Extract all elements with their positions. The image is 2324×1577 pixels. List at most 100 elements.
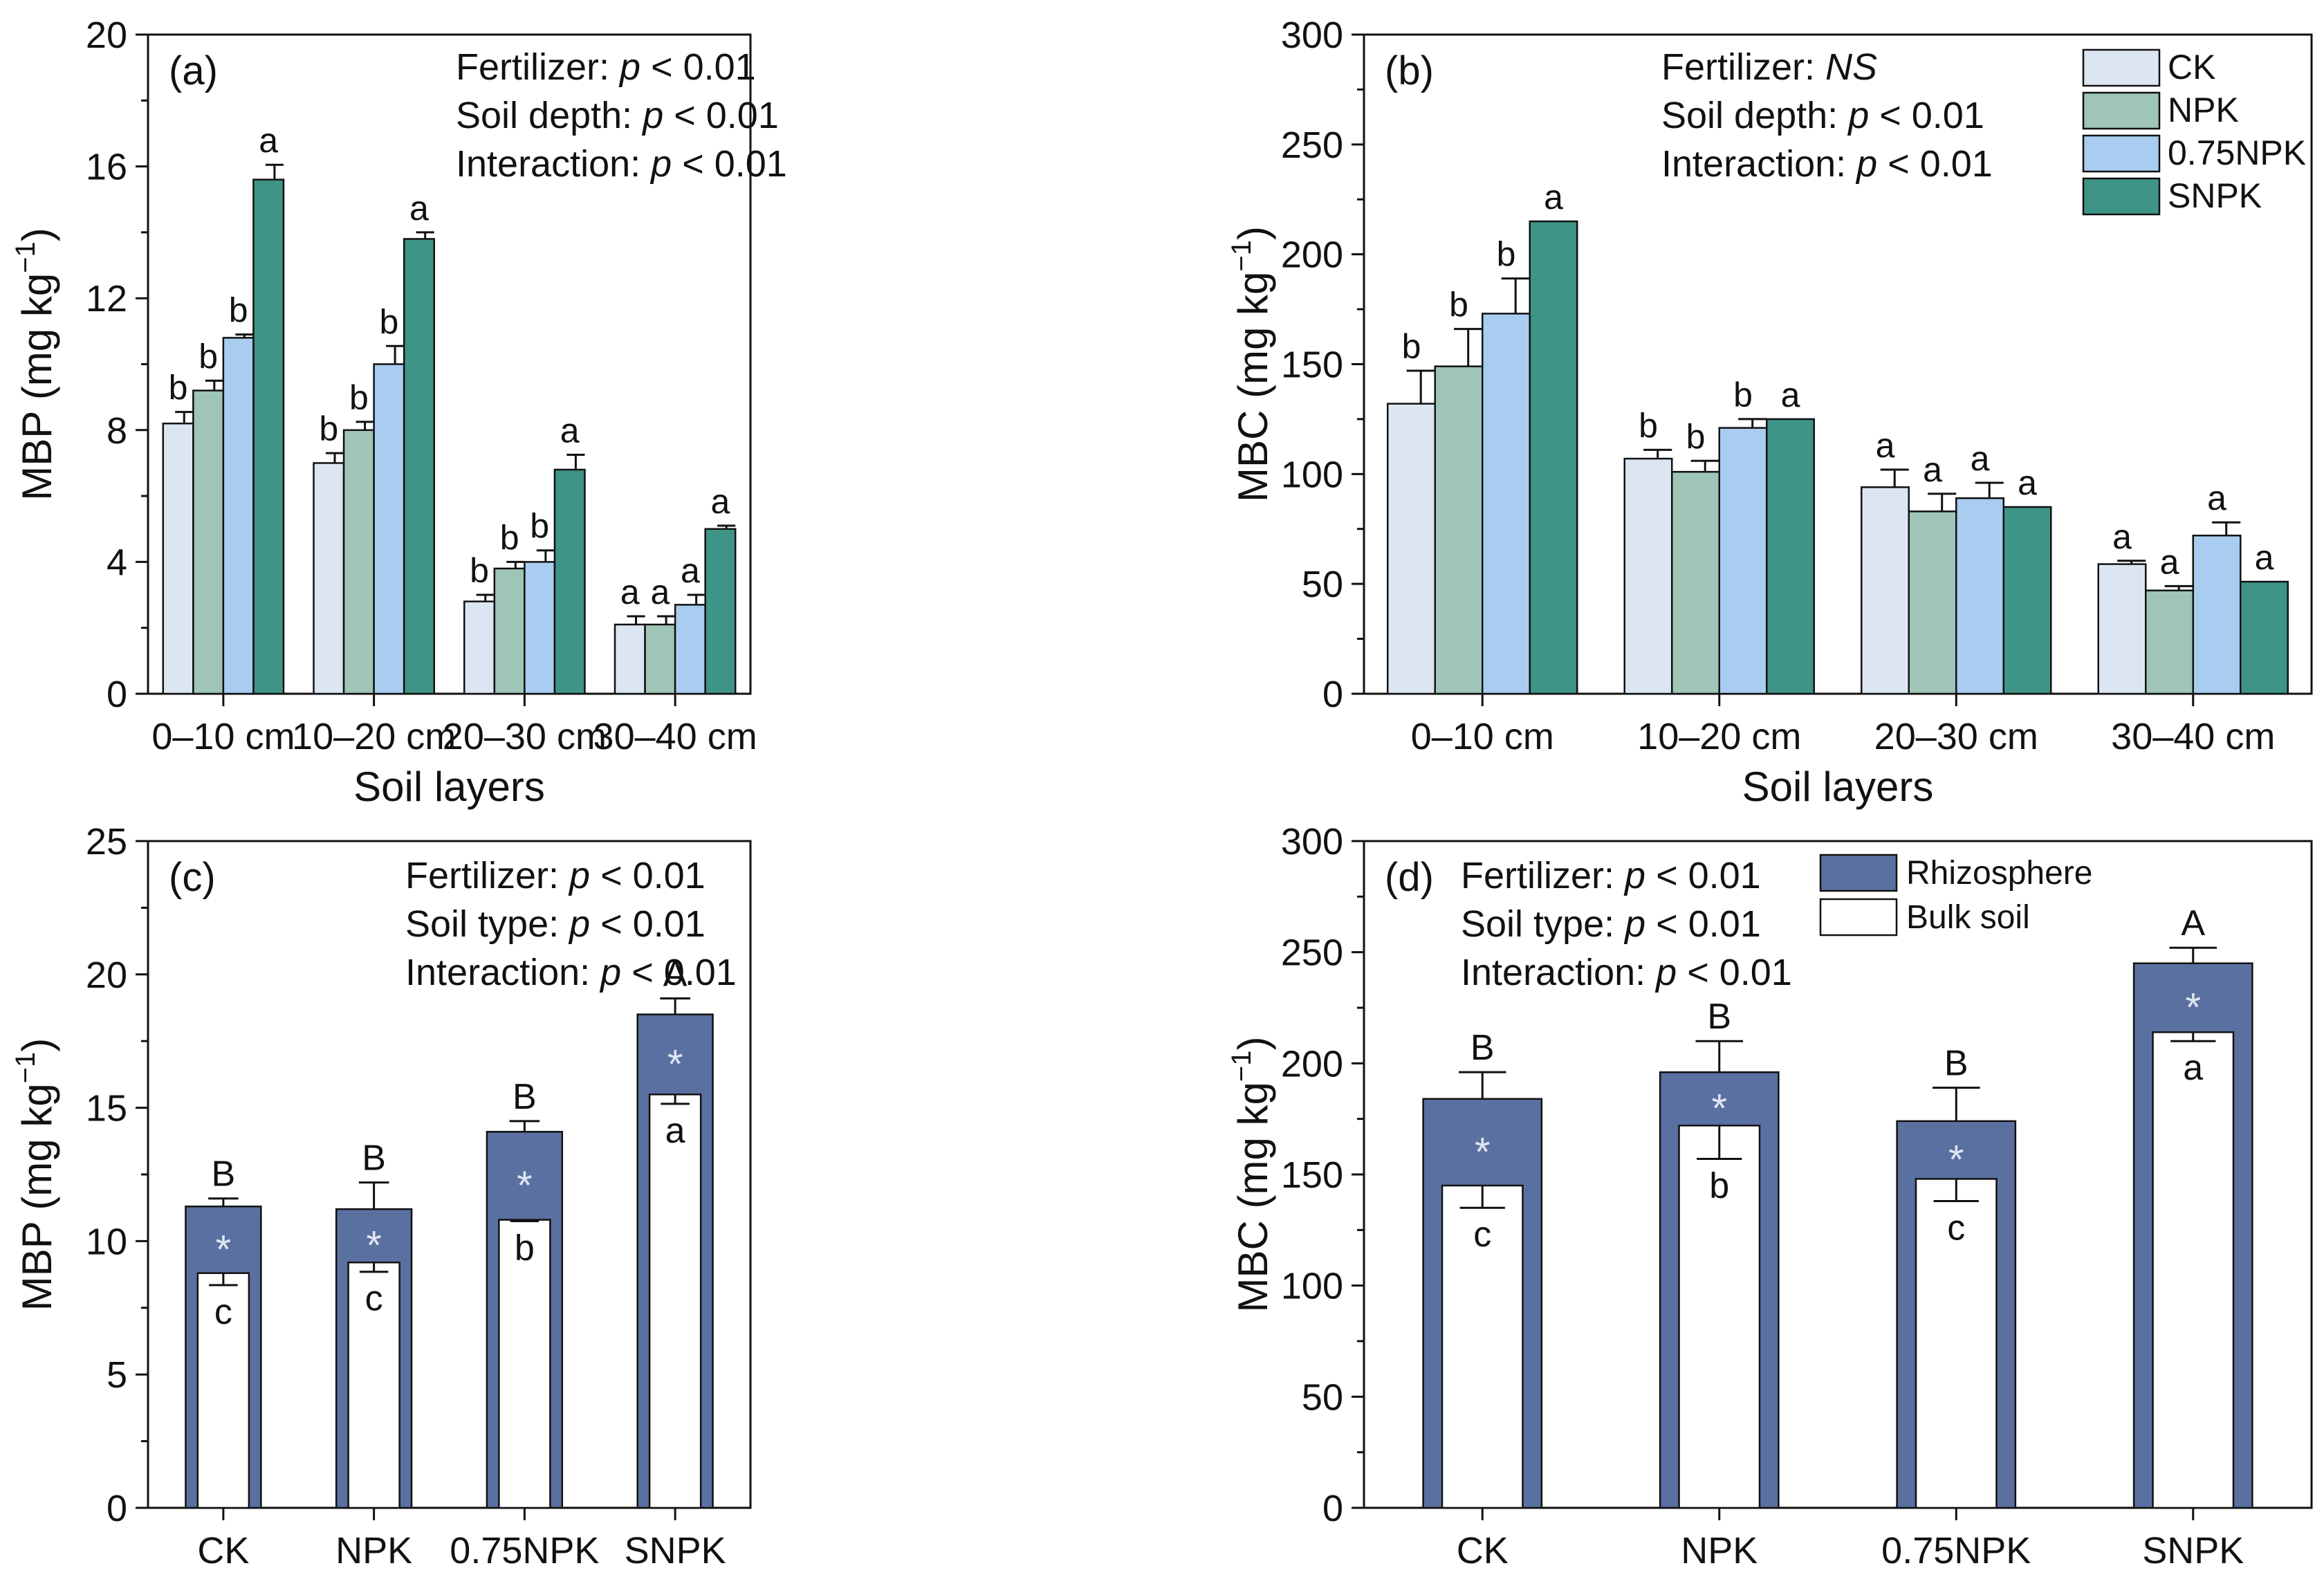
significance-letter-rhizosphere: B (212, 1154, 236, 1195)
y-axis-label-sup: −1 (1226, 1051, 1257, 1082)
y-tick-label: 50 (1302, 1376, 1343, 1418)
stat-line: Fertilizer: p < 0.01 (1461, 855, 1761, 896)
x-tick-label: 0–10 cm (1411, 716, 1554, 757)
bar-SNPK-0 (1529, 220, 1578, 695)
significance-letter: b (319, 409, 338, 448)
bar-0.75NPK-3 (674, 604, 706, 695)
panel-label: (a) (169, 48, 218, 93)
significance-asterisk: * (1948, 1138, 1964, 1183)
y-tick-label: 250 (1281, 932, 1343, 974)
bar-CK-2 (1861, 486, 1910, 695)
stat-label: Fertilizer: (1661, 46, 1825, 88)
stat-value: < 0.01 (640, 46, 756, 88)
stat-label: Fertilizer: (456, 46, 620, 88)
stat-line: Soil depth: p < 0.01 (456, 95, 779, 136)
bar-bulk-3 (648, 1094, 702, 1509)
panel-label: (d) (1385, 855, 1434, 900)
stat-p: p (618, 46, 640, 88)
bar-CK-1 (313, 462, 345, 695)
bar-SNPK-1 (403, 238, 435, 695)
bar-SNPK-2 (553, 468, 586, 695)
stat-p: p (568, 903, 590, 945)
significance-letter-bulk: b (515, 1228, 535, 1268)
y-tick-label: 12 (86, 278, 127, 320)
x-tick-label: SNPK (625, 1530, 726, 1571)
stat-line: Fertilizer: NS (1661, 46, 1877, 88)
significance-letter: a (711, 482, 730, 521)
stat-p: NS (1825, 46, 1877, 88)
y-tick-label: 20 (86, 15, 127, 56)
y-axis-label: MBC (mg kg−1) (1226, 1037, 1276, 1313)
significance-asterisk: * (667, 1042, 683, 1087)
significance-letter: a (650, 573, 670, 611)
stat-p: p (641, 95, 663, 136)
y-tick-label: 15 (86, 1088, 127, 1129)
significance-letter: b (169, 369, 188, 407)
stat-label: Soil type: (405, 903, 569, 945)
significance-letter: a (560, 412, 580, 450)
significance-letter: a (1971, 439, 1990, 478)
bar-NPK-2 (493, 567, 526, 695)
x-tick-label: 0.75NPK (450, 1530, 599, 1571)
legend-label: CK (2168, 48, 2215, 86)
legend-swatch-0 (1819, 854, 1898, 892)
significance-asterisk: * (2185, 986, 2201, 1031)
significance-letter: a (409, 189, 429, 228)
x-tick-label: SNPK (2142, 1530, 2244, 1571)
significance-letter-rhizosphere: B (513, 1077, 537, 1117)
stat-line: Interaction: p < 0.01 (405, 952, 737, 993)
y-tick-label: 8 (107, 410, 127, 452)
bar-CK-2 (463, 600, 496, 695)
x-axis-label: Soil layers (1742, 764, 1934, 810)
y-axis-label: MBC (mg kg−1) (1226, 226, 1276, 502)
bar-CK-3 (2097, 563, 2147, 695)
y-tick-label: 150 (1281, 344, 1343, 386)
panel-label: (c) (169, 855, 216, 900)
stat-p: p (1623, 855, 1645, 896)
significance-letter: a (1544, 178, 1563, 216)
bar-NPK-2 (1908, 510, 1957, 695)
panel-c: 0 5 10 15 20 25 CK NPK 0.75NPK SNPK MBP (mg kg−1) (… (10, 821, 752, 1571)
bar-0.75NPK-2 (1955, 497, 2004, 695)
x-tick-label: NPK (335, 1530, 412, 1571)
y-tick-label: 16 (86, 147, 127, 188)
bar-SNPK-2 (2002, 506, 2052, 695)
bar-SNPK-1 (1766, 418, 1815, 695)
stat-label: Interaction: (456, 143, 651, 185)
legend-swatch-0.75NPK (2082, 134, 2161, 173)
panel-label: (b) (1385, 48, 1434, 93)
significance-letter-bulk: c (1473, 1215, 1491, 1255)
stat-label: Soil depth: (1661, 95, 1848, 136)
legend-label: Bulk soil (1906, 899, 2030, 936)
y-tick-label: 4 (107, 542, 127, 583)
significance-letter: b (229, 291, 248, 330)
y-tick-label: 10 (86, 1221, 127, 1262)
bar-bulk-1 (347, 1261, 400, 1509)
significance-letter: b (1449, 286, 1468, 324)
significance-letter-rhizosphere: B (1707, 997, 1731, 1037)
stat-p: p (568, 855, 590, 896)
y-tick-label: 0 (107, 674, 127, 715)
bar-bulk-0 (1441, 1184, 1524, 1509)
y-tick-label: 25 (86, 821, 127, 863)
legend-swatch-CK (2082, 48, 2161, 87)
y-axis-label-close: ) (14, 228, 60, 241)
bar-0.75NPK-1 (1718, 427, 1768, 695)
x-tick-label: 10–20 cm (292, 716, 456, 757)
significance-asterisk: * (366, 1224, 382, 1269)
stat-line: Interaction: p < 0.01 (456, 143, 787, 185)
x-tick-label: 0–10 cm (151, 716, 295, 757)
y-axis-label-sup: −1 (1226, 240, 1257, 272)
x-tick-label: 10–20 cm (1637, 716, 1801, 757)
stat-label: Soil depth: (456, 95, 643, 136)
significance-letter: b (470, 551, 489, 590)
legend-label: NPK (2168, 91, 2239, 129)
stat-line: Fertilizer: p < 0.01 (405, 855, 706, 896)
stat-p: p (1623, 903, 1645, 945)
significance-asterisk: * (1711, 1087, 1727, 1132)
significance-letter: a (2160, 542, 2179, 581)
stat-value: < 0.01 (1869, 95, 1984, 136)
x-axis-label: Soil layers (353, 764, 545, 810)
significance-letter: a (1923, 450, 1942, 489)
y-tick-label: 100 (1281, 454, 1343, 495)
